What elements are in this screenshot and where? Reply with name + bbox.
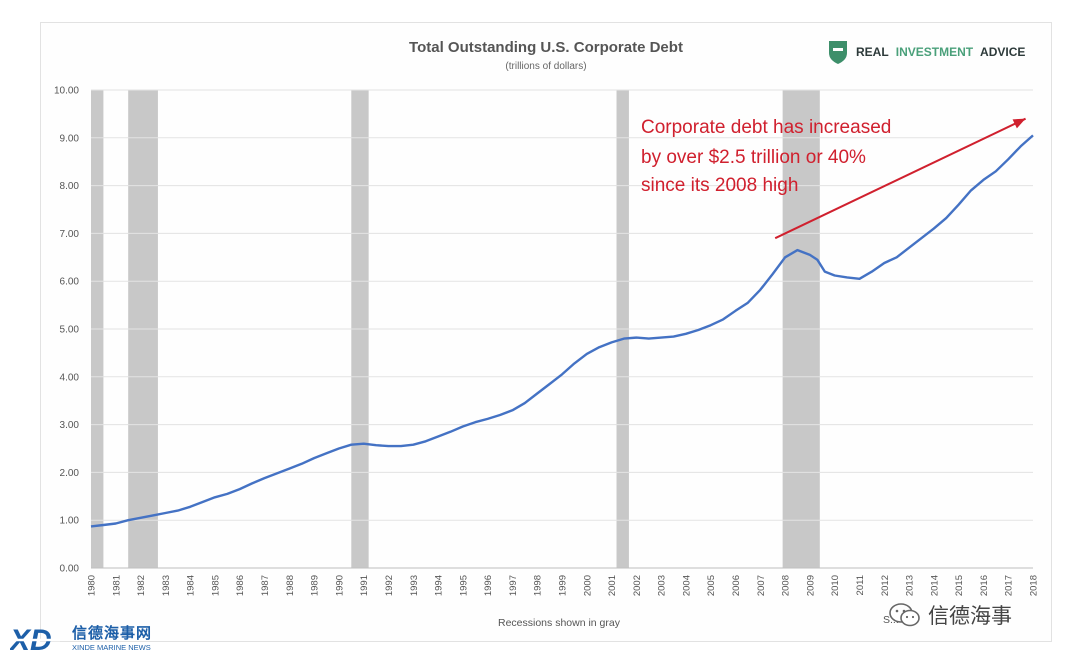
wechat-account-name: 信德海事	[928, 604, 1012, 628]
x-tick-label: 1999	[558, 575, 569, 596]
y-tick-label: 9.00	[60, 133, 80, 144]
y-tick-label: 1.00	[60, 516, 80, 527]
chart-subtitle: (trillions of dollars)	[505, 61, 586, 72]
x-tick-label: 1989	[310, 575, 321, 596]
y-tick-label: 0.00	[60, 564, 80, 575]
x-tick-label: 2011	[855, 575, 866, 595]
x-tick-label: 2012	[880, 575, 891, 596]
y-tick-label: 10.00	[54, 86, 79, 97]
x-tick-label: 1988	[285, 575, 296, 596]
x-tick-label: 1992	[384, 575, 395, 596]
x-tick-label: 2005	[706, 575, 717, 596]
y-tick-label: 2.00	[60, 468, 80, 479]
x-axis-label: Recessions shown in gray	[498, 617, 621, 629]
source-note: S...	[883, 614, 899, 626]
x-tick-label: 2002	[632, 575, 643, 596]
x-tick-label: 2000	[582, 575, 593, 596]
brand-name: REAL INVESTMENT ADVICE	[856, 45, 1025, 59]
x-tick-label: 2018	[1029, 575, 1040, 596]
x-tick-label: 1998	[533, 575, 544, 596]
x-tick-label: 1993	[409, 575, 420, 596]
gridlines	[91, 89, 1033, 569]
chart-title: Total Outstanding U.S. Corporate Debt	[409, 39, 683, 56]
xd-logo-en: XINDE MARINE NEWS	[72, 643, 151, 653]
x-tick-label: 2004	[681, 575, 692, 596]
x-tick-label: 1997	[508, 575, 519, 596]
xd-logo-mark: XD	[10, 624, 60, 654]
x-tick-label: 2006	[731, 575, 742, 596]
chart-card: Total Outstanding U.S. Corporate Debt (t…	[40, 22, 1052, 642]
x-tick-label: 2014	[929, 575, 940, 596]
x-tick-label: 2008	[781, 575, 792, 596]
x-tick-label: 1981	[111, 575, 122, 596]
x-tick-label: 1984	[186, 575, 197, 596]
annotation: Corporate debt has increased by over $2.…	[641, 117, 1026, 240]
x-tick-label: 2009	[805, 575, 816, 596]
shield-stripe	[833, 48, 843, 51]
y-tick-label: 4.00	[60, 372, 80, 383]
xd-logo-cn: 信德海事网	[72, 624, 153, 643]
shield-icon	[829, 41, 847, 64]
y-tick-label: 8.00	[60, 181, 80, 192]
x-tick-label: 1996	[483, 575, 494, 596]
annotation-line-2: by over $2.5 trillion or 40%	[641, 147, 866, 168]
annotation-arrow-line	[774, 117, 1026, 240]
x-tick-label: 1982	[136, 575, 147, 596]
x-tick-label: 2001	[607, 575, 618, 596]
wechat-icon	[889, 603, 920, 627]
annotation-line-3: since its 2008 high	[641, 175, 798, 196]
x-tick-label: 2017	[1004, 575, 1015, 596]
series-line	[90, 134, 1034, 528]
xinde-logo: XD 信德海事网 XINDE MARINE NEWS	[10, 624, 152, 654]
chart-svg: Total Outstanding U.S. Corporate Debt (t…	[54, 39, 1040, 629]
x-tick-label: 1983	[161, 575, 172, 596]
brand-word-3: ADVICE	[980, 45, 1025, 59]
x-tick-label: 1987	[260, 575, 271, 596]
y-tick-label: 5.00	[60, 325, 80, 336]
annotation-arrow-head	[1012, 118, 1026, 129]
x-tick-label: 1990	[334, 575, 345, 596]
annotation-line-1: Corporate debt has increased	[641, 117, 891, 138]
x-tick-label: 2003	[657, 575, 668, 596]
x-tick-label: 2015	[954, 575, 965, 596]
brand-word-1: REAL	[856, 45, 888, 59]
x-tick-label: 2013	[905, 575, 916, 596]
brand-logo: REAL INVESTMENT ADVICE	[829, 41, 1025, 64]
y-tick-label: 6.00	[60, 277, 80, 288]
brand-word-2: INVESTMENT	[896, 45, 974, 59]
xd-logo-text: 信德海事网 XINDE MARINE NEWS	[72, 626, 152, 652]
wechat-watermark: 信德海事	[888, 598, 1012, 632]
x-tick-label: 1985	[210, 575, 221, 596]
x-tick-label: 1994	[434, 575, 445, 596]
y-axis-ticks: 0.00 1.00 2.00 3.00 4.00 5.00 6.00 7.00 8.00 9.00…	[54, 86, 79, 575]
x-tick-label: 1980	[87, 575, 98, 596]
x-tick-label: 2007	[756, 575, 767, 596]
y-tick-label: 3.00	[60, 420, 80, 431]
y-tick-label: 7.00	[60, 229, 80, 240]
x-tick-label: 1991	[359, 575, 370, 596]
x-tick-label: 2010	[830, 575, 841, 596]
series-layer	[90, 134, 1034, 528]
x-tick-label: 1995	[458, 575, 469, 596]
x-tick-label: 1986	[235, 575, 246, 596]
x-axis-ticks: 1980 1981 1982 1983 1984 1985 1986 1987 1988 1989…	[87, 575, 1040, 596]
x-tick-label: 2016	[979, 575, 990, 596]
